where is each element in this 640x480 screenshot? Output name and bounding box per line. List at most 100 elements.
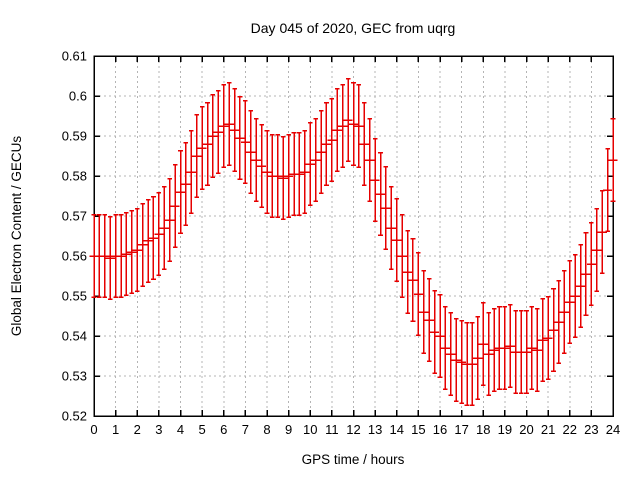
- error-bar: [581, 232, 591, 316]
- error-bar: [597, 190, 607, 274]
- error-bar: [532, 308, 542, 392]
- error-bar: [316, 110, 326, 194]
- x-tick-label: 23: [584, 422, 598, 437]
- error-bar: [121, 212, 132, 296]
- error-bar: [484, 312, 494, 396]
- x-tick-label: 20: [519, 422, 533, 437]
- error-bar: [521, 310, 532, 394]
- x-tick-labels: 0 1 2 3 4 5 6 7 8 9 10 11 12 13 14 15 16 17 18 19 20 21 22 23 24: [90, 422, 620, 437]
- error-bar: [548, 288, 559, 372]
- x-axis-label: GPS time / hours: [302, 452, 405, 467]
- x-tick-label: 18: [476, 422, 490, 437]
- error-bar: [602, 148, 613, 232]
- y-tick-label: 0.53: [62, 369, 87, 384]
- error-bar: [208, 94, 218, 178]
- error-bar: [375, 152, 386, 236]
- x-tick-label: 8: [263, 422, 270, 437]
- x-tick-label: 2: [134, 422, 141, 437]
- error-bar: [575, 244, 586, 328]
- error-bar: [365, 118, 375, 202]
- error-bar: [359, 102, 369, 186]
- error-bar: [148, 196, 159, 280]
- error-bar: [229, 88, 240, 172]
- error-bar: [321, 102, 332, 186]
- error-bar: [343, 78, 353, 162]
- chart-title: Day 045 of 2020, GEC from uqrg: [251, 20, 456, 36]
- error-bar: [408, 238, 418, 322]
- x-tick-label: 12: [346, 422, 360, 437]
- x-tick-label: 15: [411, 422, 425, 437]
- error-bar: [273, 134, 283, 218]
- error-bar: [440, 306, 451, 390]
- x-tick-label: 3: [155, 422, 162, 437]
- error-bar: [246, 110, 256, 194]
- error-bar: [256, 124, 267, 208]
- error-bar: [338, 84, 348, 168]
- error-bar: [527, 306, 537, 390]
- error-bar: [424, 278, 434, 362]
- x-tick-label: 21: [541, 422, 555, 437]
- error-bar: [165, 178, 175, 262]
- error-bar: [213, 90, 223, 174]
- error-bar: [284, 134, 294, 218]
- error-bar: [138, 202, 148, 287]
- x-tick-label: 22: [563, 422, 577, 437]
- y-tick-label: 0.57: [62, 209, 87, 224]
- x-tick-label: 11: [325, 422, 339, 437]
- error-bar: [219, 84, 229, 168]
- error-bar: [311, 118, 321, 202]
- error-bar: [327, 98, 337, 182]
- x-tick-label: 6: [220, 422, 227, 437]
- x-tick-label: 5: [199, 422, 206, 437]
- error-bar: [235, 96, 245, 180]
- y-tick-label: 0.52: [62, 409, 87, 424]
- error-bar: [300, 130, 310, 214]
- x-tick-label: 24: [606, 422, 620, 437]
- error-bar: [192, 114, 202, 198]
- error-bar: [348, 82, 359, 166]
- error-bar: [127, 210, 137, 294]
- error-bar: [500, 306, 510, 390]
- y-tick-labels: 0.52 0.53 0.54 0.55 0.56 0.57 0.58 0.59 0.6 0.61: [62, 49, 87, 424]
- error-bar: [370, 138, 380, 222]
- error-bar: [197, 106, 207, 190]
- error-bar: [224, 82, 234, 166]
- error-bar: [397, 214, 407, 298]
- error-bar: [489, 308, 499, 392]
- error-bar: [543, 296, 553, 380]
- error-bar: [451, 318, 461, 402]
- error-bar: [457, 320, 467, 404]
- error-bars-series: [89, 78, 618, 406]
- x-tick-label: 0: [90, 422, 97, 437]
- error-bar: [570, 254, 580, 338]
- error-bar: [262, 130, 272, 214]
- error-bar: [154, 192, 164, 276]
- x-tick-label: 1: [112, 422, 119, 437]
- error-bar: [381, 166, 391, 250]
- error-bar: [467, 322, 478, 406]
- y-axis-label: Global Electron Content / GECUs: [9, 136, 24, 337]
- error-bar: [305, 122, 315, 206]
- x-tick-label: 16: [433, 422, 447, 437]
- x-tick-label: 9: [285, 422, 292, 437]
- y-tick-label: 0.58: [62, 169, 87, 184]
- error-bar: [478, 302, 488, 386]
- error-bar: [413, 252, 423, 336]
- x-tick-label: 4: [177, 422, 184, 437]
- error-bar: [592, 208, 602, 292]
- error-bar: [159, 186, 169, 270]
- x-tick-label: 14: [390, 422, 404, 437]
- error-bar: [565, 260, 575, 344]
- error-bar: [435, 294, 445, 378]
- error-bar: [175, 150, 186, 234]
- error-bar: [554, 280, 564, 364]
- error-bar: [202, 102, 213, 186]
- error-bar: [608, 118, 618, 202]
- error-bar: [586, 222, 596, 306]
- error-bar: [294, 132, 305, 216]
- x-tick-label: 13: [368, 422, 382, 437]
- error-bar: [505, 304, 515, 388]
- error-bar: [402, 230, 413, 314]
- error-bar: [278, 136, 288, 220]
